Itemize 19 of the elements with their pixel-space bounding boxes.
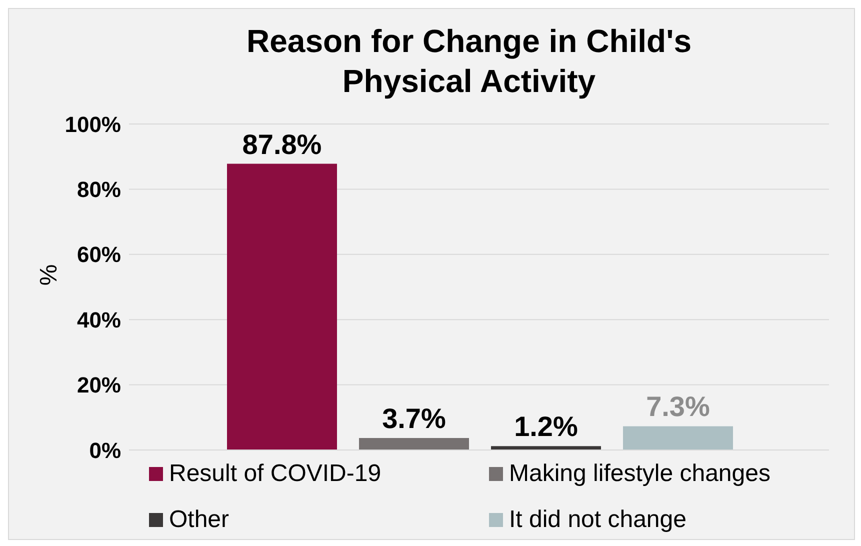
bar: [623, 426, 733, 450]
y-axis-title: %: [36, 264, 64, 286]
bar: [227, 164, 337, 450]
data-label: 3.7%: [382, 402, 446, 434]
y-tick-label: 0%: [89, 438, 121, 463]
data-label: 1.2%: [514, 411, 578, 442]
y-tick-label: 60%: [76, 242, 121, 268]
legend-label: It did not change: [509, 506, 686, 534]
data-label: 87.8%: [242, 128, 322, 160]
bar: [359, 438, 469, 450]
legend-label: Other: [169, 506, 230, 534]
legend-label: Result of COVID-19: [169, 460, 382, 488]
y-tick-label: 100%: [64, 112, 121, 137]
y-tick-label: 80%: [76, 177, 121, 202]
legend-label: Making lifestyle changes: [509, 460, 770, 488]
y-tick-label: 40%: [76, 307, 121, 332]
chart-title: Reason for Change in Child's Physical Activity: [246, 22, 692, 101]
y-tick-label: 20%: [76, 372, 121, 398]
data-label: 7.3%: [646, 391, 710, 422]
